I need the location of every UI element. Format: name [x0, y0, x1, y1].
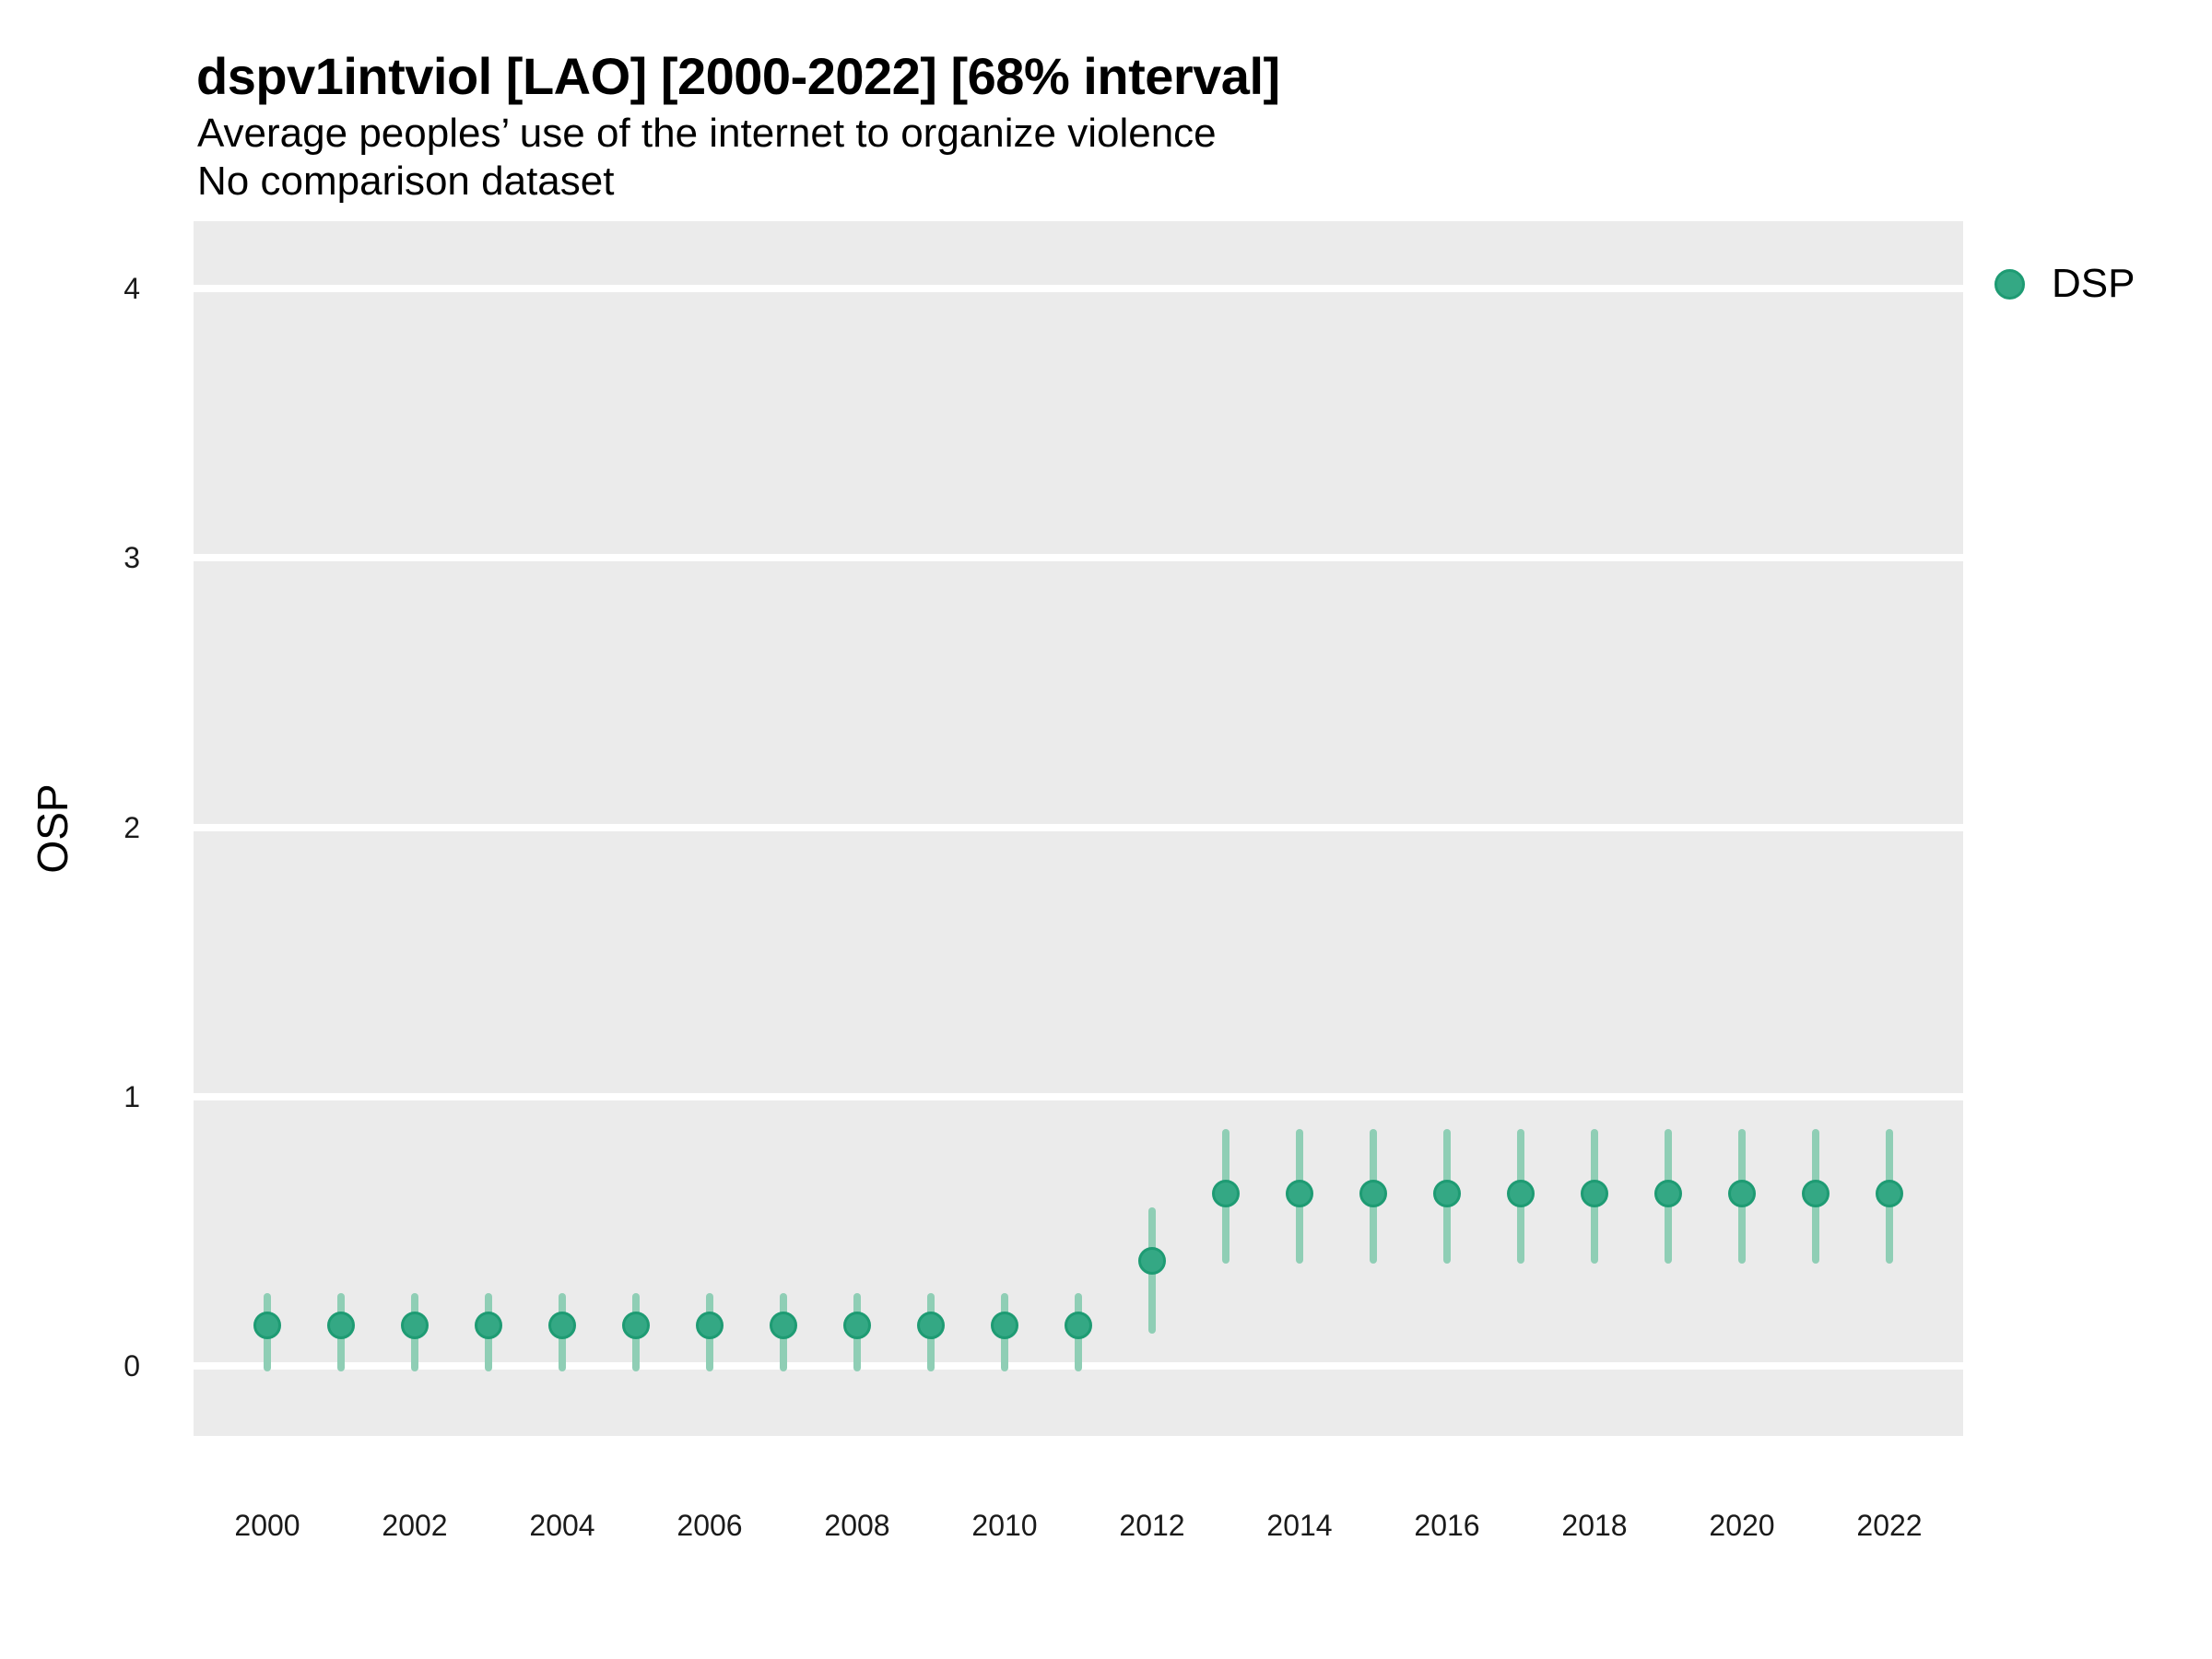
gridline-y-4	[194, 285, 1963, 293]
data-point-2012	[1138, 1247, 1166, 1276]
data-point-2001	[327, 1312, 355, 1340]
x-tick-label-2020: 2020	[1709, 1509, 1775, 1542]
x-tick-label-2006: 2006	[677, 1509, 743, 1542]
data-point-2006	[696, 1312, 724, 1340]
data-point-2022	[1876, 1179, 1903, 1207]
x-tick-label-2004: 2004	[529, 1509, 595, 1542]
y-tick-label-3: 3	[124, 541, 140, 575]
data-point-2008	[843, 1312, 871, 1340]
data-point-2021	[1802, 1179, 1830, 1207]
data-point-2005	[622, 1312, 650, 1340]
x-tick-label-2012: 2012	[1119, 1509, 1185, 1542]
y-tick-label-2: 2	[124, 810, 140, 844]
data-point-2000	[253, 1312, 281, 1340]
y-tick-label-1: 1	[124, 1079, 140, 1113]
gridline-y-3	[194, 554, 1963, 562]
data-point-2010	[991, 1312, 1018, 1340]
data-point-2014	[1286, 1179, 1313, 1207]
y-tick-label-0: 0	[124, 1349, 140, 1383]
chart-note: No comparison dataset	[197, 159, 615, 204]
chart-subtitle-block: Average peoples’ use of the internet to …	[197, 110, 1217, 206]
x-tick-label-2008: 2008	[824, 1509, 890, 1542]
x-tick-label-2014: 2014	[1266, 1509, 1333, 1542]
data-point-2011	[1065, 1312, 1092, 1340]
x-tick-label-2000: 2000	[234, 1509, 300, 1542]
chart-subtitle: Average peoples’ use of the internet to …	[197, 111, 1217, 156]
x-tick-label-2002: 2002	[382, 1509, 448, 1542]
x-tick-label-2010: 2010	[971, 1509, 1038, 1542]
x-tick-label-2022: 2022	[1856, 1509, 1923, 1542]
data-point-2004	[548, 1312, 576, 1340]
legend: DSP	[1994, 260, 2135, 308]
data-point-2016	[1433, 1179, 1461, 1207]
data-point-2002	[401, 1312, 429, 1340]
data-point-2018	[1581, 1179, 1608, 1207]
plot-panel	[194, 221, 1963, 1436]
data-point-2007	[770, 1312, 797, 1340]
data-point-2009	[917, 1312, 945, 1340]
data-point-2017	[1507, 1179, 1535, 1207]
chart-title: dspv1intviol [LAO] [2000-2022] [68% inte…	[196, 47, 1280, 105]
gridline-y-2	[194, 823, 1963, 831]
legend-point-icon	[1994, 268, 2025, 300]
x-tick-label-2018: 2018	[1561, 1509, 1628, 1542]
data-point-2019	[1654, 1179, 1682, 1207]
y-tick-label-4: 4	[124, 272, 140, 306]
data-point-2003	[475, 1312, 502, 1340]
data-point-2020	[1728, 1179, 1756, 1207]
data-point-2013	[1212, 1179, 1240, 1207]
gridline-y-1	[194, 1092, 1963, 1100]
x-tick-label-2016: 2016	[1414, 1509, 1480, 1542]
data-point-2015	[1359, 1179, 1387, 1207]
legend-label: DSP	[2052, 261, 2136, 306]
